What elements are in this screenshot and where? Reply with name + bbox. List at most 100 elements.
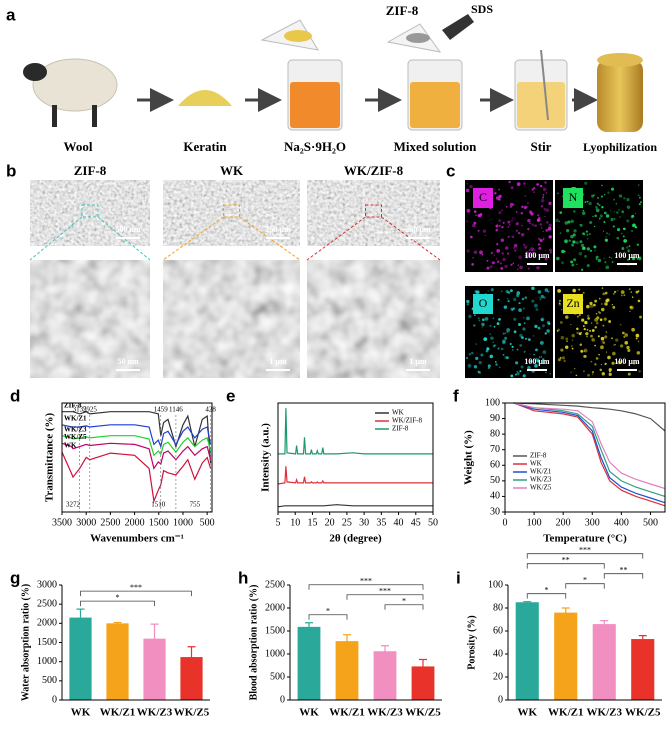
x-tick-label: WK/Z1 bbox=[100, 707, 135, 719]
map-speckle bbox=[512, 307, 516, 310]
map-speckle bbox=[527, 267, 530, 270]
map-speckle bbox=[489, 354, 494, 359]
map-speckle bbox=[531, 188, 534, 191]
map-speckle bbox=[495, 224, 499, 228]
map-speckle bbox=[475, 214, 477, 217]
map-speckle bbox=[582, 324, 585, 328]
map-speckle bbox=[478, 370, 482, 374]
map-speckle bbox=[581, 211, 586, 215]
map-speckle bbox=[556, 329, 559, 332]
legend-label: ZIF-8 bbox=[530, 452, 547, 460]
map-speckle bbox=[575, 374, 578, 377]
x-tick-label: 0 bbox=[503, 517, 508, 528]
map-speckle bbox=[594, 363, 597, 366]
map-speckle bbox=[545, 208, 550, 212]
map-speckle bbox=[538, 356, 541, 359]
map-speckle bbox=[608, 320, 612, 323]
line-series bbox=[61, 424, 212, 449]
map-speckle bbox=[629, 305, 633, 309]
sem-image bbox=[30, 260, 150, 378]
y-axis-label: Weight (%) bbox=[463, 430, 475, 485]
series-label: WK/Z3 bbox=[64, 425, 87, 433]
map-speckle bbox=[635, 290, 639, 294]
sem-image bbox=[163, 260, 300, 378]
map-speckle bbox=[606, 300, 609, 303]
bar bbox=[592, 624, 616, 700]
map-speckle bbox=[615, 202, 618, 205]
map-speckle bbox=[478, 319, 481, 322]
map-speckle bbox=[559, 321, 563, 324]
panel-label: e bbox=[226, 386, 235, 405]
map-speckle bbox=[580, 268, 584, 271]
map-speckle bbox=[598, 297, 601, 300]
map-speckle bbox=[537, 290, 542, 294]
scale-label: 100 μm bbox=[524, 251, 550, 260]
map-speckle bbox=[557, 328, 561, 332]
map-speckle bbox=[522, 307, 525, 310]
map-speckle bbox=[511, 219, 513, 222]
map-speckle bbox=[590, 322, 593, 324]
map-speckle bbox=[498, 219, 502, 223]
map-speckle bbox=[616, 236, 620, 240]
map-speckle bbox=[612, 305, 616, 309]
map-speckle bbox=[632, 223, 636, 228]
series-label: ZIF-8 bbox=[64, 401, 82, 409]
map-speckle bbox=[605, 214, 610, 218]
map-speckle bbox=[487, 364, 491, 368]
map-speckle bbox=[497, 347, 500, 350]
map-speckle bbox=[621, 247, 625, 250]
map-speckle bbox=[483, 337, 488, 342]
significance-bracket bbox=[346, 594, 424, 600]
map-speckle bbox=[492, 341, 494, 343]
map-speckle bbox=[519, 333, 523, 338]
map-speckle bbox=[521, 297, 525, 301]
map-speckle bbox=[604, 335, 608, 339]
map-speckle bbox=[591, 194, 595, 198]
peak-label: 3135 bbox=[73, 406, 88, 414]
error-bar bbox=[76, 608, 85, 627]
x-tick-label: 50 bbox=[428, 517, 438, 528]
bar bbox=[335, 641, 359, 700]
map-speckle bbox=[500, 290, 503, 293]
map-speckle bbox=[499, 262, 502, 265]
map-speckle bbox=[561, 309, 563, 311]
map-speckle bbox=[597, 335, 600, 338]
sheep-leg bbox=[92, 105, 97, 127]
map-speckle bbox=[564, 221, 569, 225]
map-speckle bbox=[466, 208, 471, 213]
map-speckle bbox=[510, 289, 513, 292]
map-speckle bbox=[519, 344, 523, 347]
map-speckle bbox=[584, 255, 587, 258]
map-speckle bbox=[606, 232, 608, 234]
axes bbox=[507, 585, 662, 701]
significance-label: *** bbox=[579, 546, 591, 555]
map-speckle bbox=[568, 239, 571, 242]
map-speckle bbox=[598, 218, 601, 220]
map-speckle bbox=[524, 206, 527, 209]
keratin-pile bbox=[178, 90, 232, 106]
significance-bracket bbox=[80, 590, 192, 597]
axes bbox=[61, 585, 210, 701]
x-tick-label: WK/Z5 bbox=[405, 707, 441, 719]
map-speckle bbox=[595, 357, 599, 360]
map-speckle bbox=[556, 256, 560, 261]
map-speckle bbox=[542, 194, 545, 196]
map-speckle bbox=[608, 372, 612, 377]
map-speckle bbox=[570, 234, 574, 239]
map-speckle bbox=[529, 360, 532, 363]
map-speckle bbox=[527, 227, 530, 231]
map-speckle bbox=[473, 250, 478, 254]
series-label: WK bbox=[64, 442, 77, 450]
map-speckle bbox=[613, 211, 616, 213]
x-tick-label: 30 bbox=[359, 517, 369, 528]
map-speckle bbox=[511, 345, 514, 349]
column-title: WK/ZIF-8 bbox=[344, 163, 404, 178]
map-speckle bbox=[570, 324, 572, 326]
map-speckle bbox=[479, 250, 483, 255]
map-speckle bbox=[560, 348, 564, 352]
map-speckle bbox=[470, 351, 474, 355]
map-speckle bbox=[534, 364, 538, 368]
x-tick-label: 3000 bbox=[76, 517, 96, 528]
significance-label: *** bbox=[379, 587, 391, 596]
map-speckle bbox=[546, 221, 549, 224]
